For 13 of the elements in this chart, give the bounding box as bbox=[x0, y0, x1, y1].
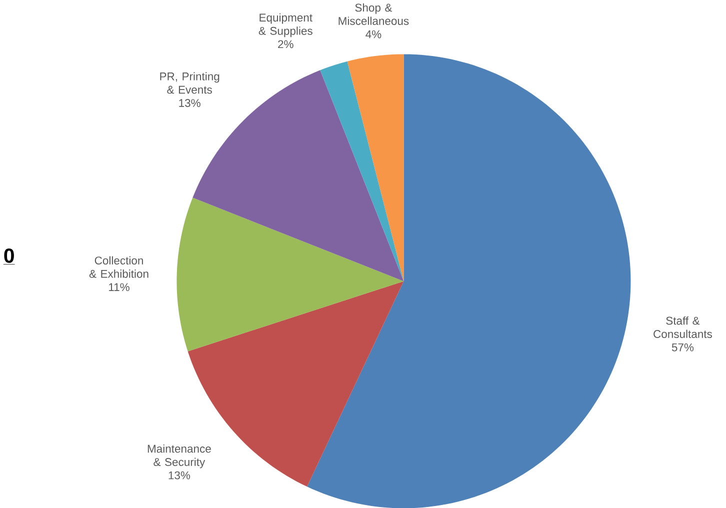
slice-label: PR, Printing & Events bbox=[160, 72, 220, 94]
data-label: 11% bbox=[109, 283, 130, 291]
data-label: 57% bbox=[672, 343, 694, 352]
text: 0 bbox=[4, 248, 14, 263]
slice-label: Equipment & Supplies bbox=[258, 13, 312, 37]
slice-label: Staff & Consultants bbox=[654, 316, 712, 338]
slice-label: Maintenance & Security bbox=[148, 444, 211, 468]
data-label: 4% bbox=[366, 30, 382, 38]
data-label: 2% bbox=[278, 40, 294, 48]
data-label: 13% bbox=[179, 98, 200, 107]
data-label: 13% bbox=[168, 471, 190, 480]
slice-label: Collection & Exhibition bbox=[89, 256, 148, 278]
slice-label: Shop & Miscellaneous bbox=[338, 3, 409, 25]
